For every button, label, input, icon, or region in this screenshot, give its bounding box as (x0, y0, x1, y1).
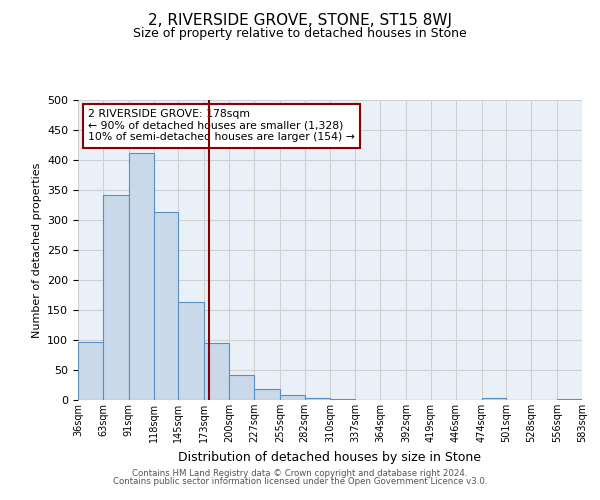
Bar (229, 375, 254, 400)
Bar (178, 302, 204, 400)
Bar (254, 388, 280, 400)
Bar (557, 399, 582, 400)
Bar (78, 342, 103, 400)
Text: 2 RIVERSIDE GROVE: 178sqm
← 90% of detached houses are smaller (1,328)
10% of se: 2 RIVERSIDE GROVE: 178sqm ← 90% of detac… (88, 109, 355, 142)
Bar (482, 398, 506, 400)
Text: 2, RIVERSIDE GROVE, STONE, ST15 8WJ: 2, RIVERSIDE GROVE, STONE, ST15 8WJ (148, 12, 452, 28)
Bar (305, 398, 331, 400)
Y-axis label: Number of detached properties: Number of detached properties (32, 162, 41, 338)
X-axis label: Distribution of detached houses by size in Stone: Distribution of detached houses by size … (179, 450, 482, 464)
Bar (154, 212, 178, 400)
Bar (204, 343, 229, 400)
Text: Contains public sector information licensed under the Open Government Licence v3: Contains public sector information licen… (113, 477, 487, 486)
Bar (103, 196, 128, 400)
Text: Size of property relative to detached houses in Stone: Size of property relative to detached ho… (133, 28, 467, 40)
Bar (280, 395, 305, 400)
Text: Contains HM Land Registry data © Crown copyright and database right 2024.: Contains HM Land Registry data © Crown c… (132, 468, 468, 477)
Bar (128, 153, 154, 400)
